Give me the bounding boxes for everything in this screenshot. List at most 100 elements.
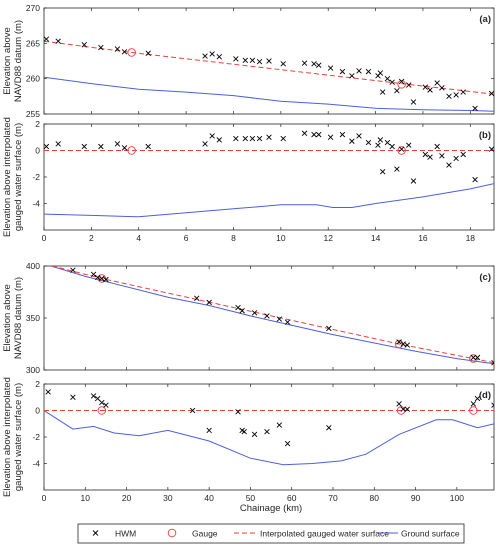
hwm-marker (396, 339, 402, 345)
hwm-marker (326, 425, 332, 431)
panel-label: (d) (479, 390, 491, 401)
hwm-marker (410, 99, 417, 105)
hwm-marker (439, 85, 445, 91)
chart-panel-3: 0 10 20 30 40 50 60 70 80 90 100 -4 -2 0 2 Elevation ab… (2, 377, 495, 503)
hwm-marker (400, 406, 406, 412)
plot-area (44, 130, 494, 218)
hwm-marker (249, 135, 256, 142)
hwm-marker (398, 78, 405, 85)
hwm-marker (202, 141, 208, 147)
hwm-marker (216, 54, 222, 60)
chart-panel-2: 300 350 400 Elevation above NAVD88 datum (m)… (2, 261, 495, 375)
y-tick-label: -4 (32, 459, 40, 469)
y-tick-label: 300 (26, 365, 40, 375)
ground-surface-line (44, 76, 494, 112)
hwm-marker (406, 82, 412, 88)
hwm-marker (280, 135, 286, 142)
hwm-marker (311, 131, 317, 138)
hwm-marker (44, 143, 50, 150)
hwm-marker (472, 105, 478, 112)
hwm-marker (239, 308, 245, 314)
hwm-marker (81, 42, 87, 48)
chart-panel-1: 0 2 4 6 8 10 12 14 16 18 -4 -2 0 2 Elevation above int… (2, 117, 495, 243)
legend-gauge-marker (167, 528, 177, 538)
hwm-marker (327, 134, 334, 140)
y-tick-label: 255 (26, 109, 40, 119)
x-tick-label: 6 (184, 233, 189, 243)
hwm-marker (470, 401, 477, 407)
hwm-marker (266, 134, 272, 140)
panel-label: (c) (479, 272, 491, 283)
hwm-marker (98, 44, 104, 51)
hwm-marker (233, 135, 239, 142)
hwm-marker (379, 89, 386, 95)
hwm-marker (206, 299, 212, 306)
hwm-marker (453, 92, 459, 98)
y-tick-label: -4 (32, 199, 40, 209)
hwm-marker (474, 395, 481, 402)
plot-area (44, 36, 494, 112)
hwm-marker (470, 354, 477, 361)
hwm-marker (284, 319, 291, 325)
x-tick-label: 60 (287, 493, 297, 503)
hwm-marker (389, 143, 395, 150)
y-axis-label: Elevation above (2, 27, 13, 95)
y-axis-label: Elevation above interpolated (2, 117, 13, 237)
legend-ground-label: Ground surface (401, 529, 460, 539)
hwm-marker (394, 87, 400, 94)
hwm-marker (327, 65, 334, 71)
y-tick-label: 260 (26, 74, 40, 84)
hwm-marker (206, 427, 212, 434)
hwm-marker (453, 155, 459, 162)
hwm-marker (356, 68, 362, 74)
hwm-marker (233, 56, 239, 62)
hwm-marker (339, 131, 346, 138)
hwm-marker (379, 168, 386, 175)
hwm-marker (434, 80, 440, 86)
hwm-marker (422, 151, 429, 158)
hwm-marker (472, 176, 478, 183)
hwm-marker (94, 274, 101, 281)
legend-hwm-marker (92, 530, 99, 536)
hwm-marker (404, 342, 411, 348)
y-tick-label: 270 (26, 3, 40, 13)
hwm-marker (145, 50, 151, 56)
hwm-marker (249, 57, 256, 64)
panel-label: (a) (479, 14, 491, 25)
hwm-marker (316, 131, 322, 138)
gauge-marker (469, 354, 478, 363)
hwm-marker (404, 406, 411, 412)
legend-gauge-label: Gauge (192, 529, 218, 539)
y-axis-label: gauged water surface (m) (13, 383, 24, 491)
x-axis-label-bottom: Chainage (km) (240, 503, 302, 514)
hwm-marker (377, 137, 384, 143)
hwm-marker (70, 267, 76, 273)
gauge-marker (469, 406, 478, 415)
hwm-marker (384, 75, 391, 82)
hwm-marker (251, 431, 258, 438)
hwm-marker (242, 135, 249, 142)
hwm-marker (396, 401, 402, 407)
y-axis-label: Elevation above (2, 284, 13, 352)
hwm-marker (394, 166, 400, 172)
x-tick-label: 90 (411, 493, 421, 503)
hwm-marker (209, 133, 215, 139)
x-tick-label: 50 (246, 493, 256, 503)
plot-frame (43, 123, 495, 231)
ground-surface-line (44, 183, 494, 218)
hwm-marker (284, 440, 291, 447)
hwm-marker (488, 90, 494, 97)
hwm-marker (349, 73, 355, 79)
hwm-marker (264, 313, 270, 319)
y-tick-label: 400 (26, 261, 40, 271)
hwm-marker (326, 325, 332, 332)
hwm-marker (356, 133, 362, 139)
hwm-marker (81, 143, 87, 150)
y-tick-label: 350 (26, 313, 40, 323)
hwm-marker (90, 271, 97, 278)
x-tick-label: 30 (163, 493, 173, 503)
hwm-marker (365, 68, 372, 75)
hwm-marker (434, 143, 440, 150)
hwm-marker (311, 61, 317, 67)
